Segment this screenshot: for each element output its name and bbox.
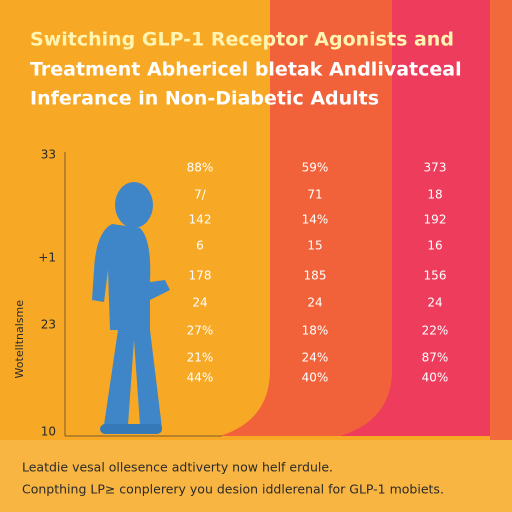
table-cell: 15 xyxy=(307,239,322,253)
table-cell: 24 xyxy=(427,296,442,310)
axis-tick-label: 10 xyxy=(41,425,56,439)
axis-label: Wotelltnalsme xyxy=(13,300,26,379)
footer-band xyxy=(0,440,512,512)
table-cell: 6 xyxy=(196,239,204,253)
title-line: Treatment Abhericel bletak Andlivatceal xyxy=(30,59,462,81)
table-cell: 373 xyxy=(424,161,447,175)
band-pink xyxy=(340,0,490,436)
table-cell: 142 xyxy=(189,213,212,227)
table-cell: 178 xyxy=(189,269,212,283)
table-cell: 18 xyxy=(427,188,442,202)
table-cell: 156 xyxy=(424,269,447,283)
table-cell: 16 xyxy=(427,239,442,253)
axis-tick-label: 33 xyxy=(41,148,56,162)
table-cell: 40% xyxy=(422,371,449,385)
axis-tick-label: +1 xyxy=(38,251,56,265)
band-orange-red xyxy=(220,0,392,436)
table-cell: 18% xyxy=(302,324,329,338)
table-cell: 88% xyxy=(187,161,214,175)
axis-tick-label: 23 xyxy=(41,318,56,332)
table-cell: 59% xyxy=(302,161,329,175)
title-line: Switching GLP-1 Receptor Agonists and xyxy=(30,29,454,51)
table-cell: 71 xyxy=(307,188,322,202)
table-cell: 87% xyxy=(422,351,449,365)
table-cell: 27% xyxy=(187,324,214,338)
table-cell: 14% xyxy=(302,213,329,227)
table-cell: 185 xyxy=(304,269,327,283)
table-cell: 24% xyxy=(302,351,329,365)
table-cell: 24 xyxy=(307,296,322,310)
table-cell: 21% xyxy=(187,351,214,365)
table-cell: 192 xyxy=(424,213,447,227)
table-cell: 40% xyxy=(302,371,329,385)
table-cell: 22% xyxy=(422,324,449,338)
footer-line: Conpthing LP≥ conplerery you desion iddl… xyxy=(22,482,444,497)
table-cell: 44% xyxy=(187,371,214,385)
band-right xyxy=(490,0,512,440)
table-cell: 24 xyxy=(192,296,207,310)
table-cell: 7/ xyxy=(194,188,207,202)
footer-line: Leatdie vesal ollesence adtiverty now he… xyxy=(22,460,333,475)
person-silhouette xyxy=(92,182,170,434)
title-line: Inferance in Non-Diabetic Adults xyxy=(30,88,379,110)
